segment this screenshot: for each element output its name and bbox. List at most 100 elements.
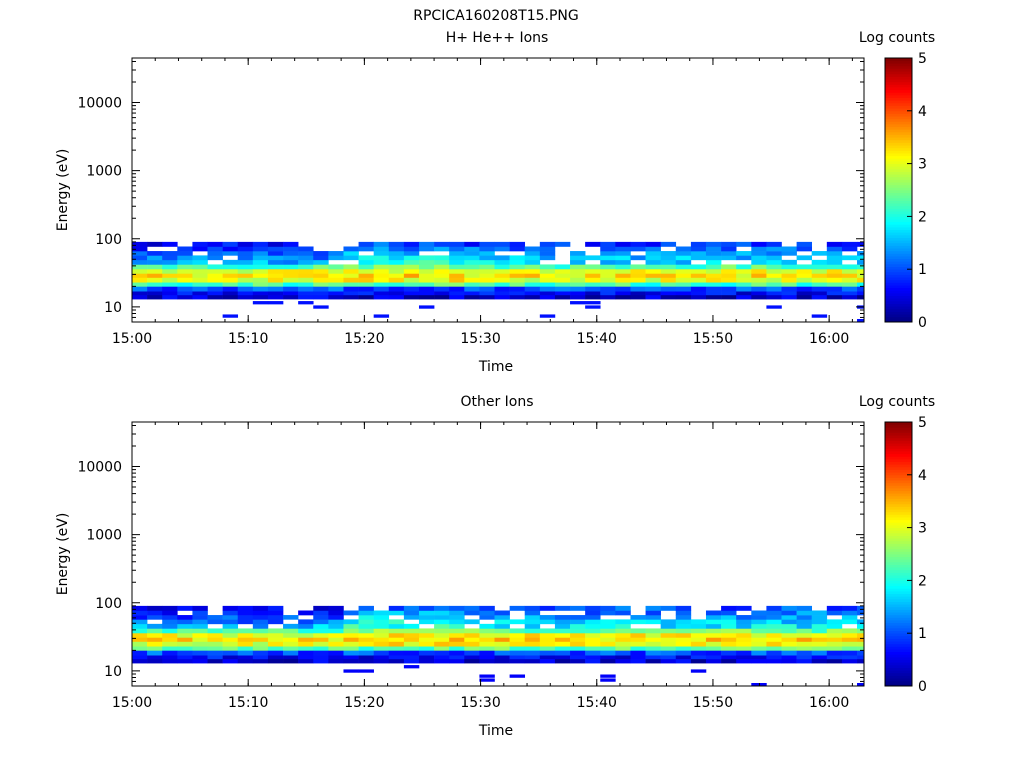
heatmap-cell (434, 610, 450, 616)
colorbar-swatch (885, 429, 912, 433)
heatmap-cell (615, 273, 631, 278)
heatmap-cell (252, 610, 269, 616)
heatmap-cell (826, 255, 843, 261)
colorbar-swatch (885, 480, 912, 484)
heatmap-cell (449, 655, 465, 660)
heatmap-cell (267, 610, 284, 616)
heatmap-cell (388, 628, 405, 634)
heatmap-cell (313, 637, 329, 642)
heatmap-cell (328, 632, 344, 638)
heatmap-cell (358, 610, 374, 616)
heatmap-cell (600, 255, 616, 261)
heatmap-cell (328, 637, 344, 642)
colorbar-swatch (885, 635, 912, 639)
heatmap-cell (434, 286, 450, 292)
heatmap-cell (751, 286, 767, 292)
colorbar-swatch (885, 290, 912, 294)
heatmap-cell (690, 646, 707, 651)
heatmap-cell (751, 251, 767, 256)
heatmap-cell (373, 268, 390, 274)
heatmap-cell (449, 264, 465, 270)
heatmap-cell (736, 632, 752, 638)
heatmap-cell (811, 273, 828, 278)
heatmap-cell (298, 268, 314, 274)
heatmap-cell (585, 646, 601, 651)
colorbar-swatch (885, 680, 912, 684)
heatmap-cell (705, 615, 722, 620)
heatmap-cell (539, 632, 556, 638)
colorbar-swatch (885, 166, 912, 170)
heatmap-cell (162, 650, 178, 656)
heatmap-cell (841, 264, 858, 270)
heatmap-cell (705, 264, 722, 270)
heatmap-cell (479, 641, 495, 647)
heatmap-cell (570, 251, 586, 256)
heatmap-cell (796, 291, 813, 296)
heatmap-cell (177, 619, 193, 625)
heatmap-cell (585, 282, 601, 287)
heatmap-cell (781, 658, 797, 664)
heatmap-cell (418, 615, 435, 620)
heatmap-cell (690, 655, 707, 660)
heatmap-cell (418, 637, 435, 642)
colorbar-swatch (885, 561, 912, 565)
heatmap-cell (811, 628, 828, 634)
heatmap-cell (660, 650, 677, 656)
heatmap-cell (147, 655, 163, 660)
heatmap-cell (358, 246, 374, 252)
heatmap-cell (192, 255, 208, 261)
heatmap-cell (539, 255, 556, 261)
heatmap-cell (721, 291, 737, 296)
colorbar-swatch (885, 527, 912, 531)
colorbar-swatch (885, 551, 912, 555)
colorbar-swatch (885, 190, 912, 194)
heatmap-cell (252, 605, 269, 611)
heatmap-cell (736, 255, 752, 261)
heatmap-cell (267, 277, 284, 283)
heatmap-cell (781, 294, 797, 300)
heatmap-cell (615, 641, 631, 647)
heatmap-cell (267, 632, 284, 638)
heatmap-cell (449, 277, 465, 283)
heatmap-cell (494, 641, 510, 647)
heatmap-cell (585, 605, 601, 611)
heatmap-cell (509, 674, 526, 678)
heatmap-cell (132, 605, 148, 611)
heatmap-cell (630, 277, 646, 283)
heatmap-cell (630, 273, 646, 278)
colorbar-swatch (885, 572, 912, 576)
heatmap-cell (464, 291, 480, 296)
colorbar-swatch (885, 448, 912, 452)
heatmap-cell (736, 619, 752, 625)
colorbar-swatch (885, 606, 912, 610)
heatmap-cell (388, 268, 405, 274)
heatmap-cell (147, 268, 163, 274)
heatmap-cell (660, 658, 677, 664)
heatmap-cell (570, 619, 586, 625)
colorbar-swatch (885, 314, 912, 318)
heatmap-cell (222, 623, 239, 629)
heatmap-cell (585, 637, 601, 642)
heatmap-cell (237, 615, 254, 620)
heatmap-cell (328, 610, 344, 616)
heatmap-cell (675, 650, 692, 656)
heatmap-cell (449, 641, 465, 647)
heatmap-cell (132, 277, 148, 283)
heatmap-cell (464, 268, 480, 274)
heatmap-cell (690, 291, 707, 296)
heatmap-cell (539, 646, 556, 651)
heatmap-cell (570, 273, 586, 278)
heatmap-cell (539, 268, 556, 274)
colorbar-swatch (885, 226, 912, 230)
heatmap-cell (373, 264, 390, 270)
heatmap-cell (252, 641, 269, 647)
heatmap-cell (660, 273, 677, 278)
heatmap-cell (147, 632, 163, 638)
heatmap-cell (479, 268, 495, 274)
heatmap-cell (147, 251, 163, 256)
colorbar: 0 1 2 3 4 5 (884, 415, 927, 695)
heatmap-cell (252, 615, 269, 620)
heatmap-cell (418, 305, 435, 309)
heatmap-cell (811, 268, 828, 274)
colorbar: 0 1 2 3 4 5 (884, 51, 927, 331)
